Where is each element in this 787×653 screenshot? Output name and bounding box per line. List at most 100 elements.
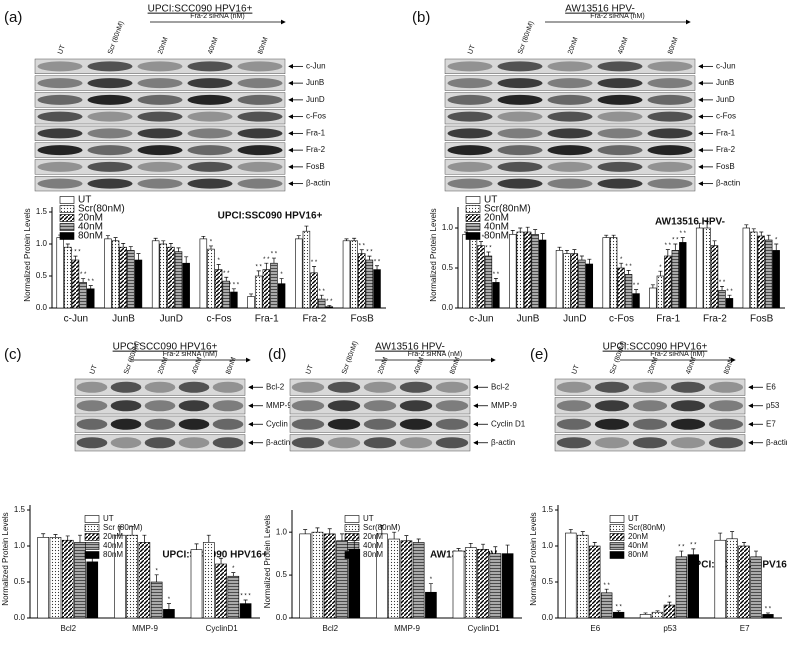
y-tick-label: 0.5 <box>14 577 26 586</box>
error-bar <box>679 550 684 557</box>
bar <box>750 556 762 619</box>
bar <box>469 235 478 309</box>
blot-band <box>556 418 592 430</box>
blot-band <box>76 381 108 393</box>
blot-band <box>547 61 593 72</box>
error-bar <box>41 533 46 538</box>
band-label: FosB <box>716 162 735 171</box>
blot-band <box>597 128 643 139</box>
lane-label: Scr (80nM) <box>107 20 125 55</box>
blot-band <box>399 381 433 393</box>
lane-label: 40nM <box>191 356 204 375</box>
error-bar <box>592 542 597 546</box>
error-bar <box>634 289 639 294</box>
blot-band <box>447 145 493 156</box>
bar <box>167 246 175 309</box>
significance: * <box>217 258 220 264</box>
x-tick-label: Bcl2 <box>61 624 77 633</box>
blot-header: Fra-2 siRNA (nM) <box>163 351 217 358</box>
legend-label: 40nM <box>484 222 509 233</box>
error-bar <box>264 262 269 270</box>
blot-band <box>435 400 469 412</box>
bar <box>710 245 719 309</box>
bar <box>310 272 318 309</box>
error-bar <box>352 237 357 241</box>
y-tick-label: 0.0 <box>276 613 288 622</box>
significance: * <box>353 534 356 540</box>
legend-label: Scr(80nM) <box>78 204 125 215</box>
significance: * <box>220 552 223 558</box>
blot-band <box>556 400 592 412</box>
blot-band <box>76 400 108 412</box>
legend-swatch <box>609 542 625 550</box>
blot-band <box>708 400 744 412</box>
bar <box>270 262 278 309</box>
error-bar <box>367 255 372 260</box>
bar <box>174 251 183 309</box>
blot-band <box>37 128 83 139</box>
blot-band <box>447 128 493 139</box>
bar <box>624 274 633 309</box>
bar <box>342 240 351 309</box>
error-bar <box>486 251 491 256</box>
error-bar <box>90 552 95 562</box>
error-bar <box>256 270 261 276</box>
lane-label: 80nM <box>667 36 680 55</box>
error-bar <box>208 245 213 250</box>
bar <box>726 538 738 619</box>
significance: * * <box>359 243 366 249</box>
blot-band <box>497 94 543 105</box>
y-axis-label: Normalized Protein Levels <box>1 512 10 605</box>
blot-band <box>187 178 233 189</box>
legend-swatch <box>465 232 481 240</box>
y-tick-label: 0.0 <box>542 613 554 622</box>
bar <box>227 575 240 619</box>
blot-band <box>363 400 397 412</box>
bar <box>119 246 127 309</box>
bar <box>64 246 72 309</box>
blot-band <box>547 128 593 139</box>
error-bar <box>705 221 710 228</box>
band-label: c-Jun <box>716 61 736 70</box>
x-tick-label: JunD <box>160 314 183 325</box>
blot-band <box>87 94 133 105</box>
lane-label: Scr (80nM) <box>517 20 535 55</box>
bar <box>104 238 112 309</box>
legend-label: Scr(80nM) <box>484 204 531 215</box>
bar <box>750 231 758 309</box>
significance: * <box>430 577 433 583</box>
error-bar <box>416 538 421 543</box>
bar <box>664 255 672 309</box>
bar <box>49 537 62 619</box>
blot-band <box>670 437 706 449</box>
bar <box>695 227 704 309</box>
significance: * * <box>366 250 373 256</box>
error-bar <box>774 243 779 251</box>
bar <box>484 255 493 309</box>
significance: * * <box>256 264 263 270</box>
error-bar <box>712 240 717 246</box>
blot-band <box>632 418 668 430</box>
x-tick-label: E7 <box>740 624 750 633</box>
blot-band <box>594 400 630 412</box>
error-bar <box>201 235 206 239</box>
blot-band <box>137 78 183 89</box>
error-bar <box>161 240 166 244</box>
band-label: MMP-9 <box>266 401 292 410</box>
band-label: c-Jun <box>306 61 326 70</box>
legend-swatch <box>465 214 481 222</box>
legend-swatch <box>84 542 100 550</box>
blot-band <box>556 381 592 393</box>
significance: * * <box>88 279 95 285</box>
error-bar <box>194 543 199 550</box>
lane-label: 40nM <box>617 36 630 55</box>
blot-band <box>363 381 397 393</box>
error-bar <box>216 264 221 270</box>
blot-band <box>237 178 283 189</box>
error-bar <box>493 278 498 283</box>
band-label: Fra-2 <box>306 145 326 154</box>
blot-band <box>594 418 630 430</box>
bar <box>632 293 640 309</box>
blot-band <box>399 418 433 430</box>
significance: * * <box>374 259 381 265</box>
